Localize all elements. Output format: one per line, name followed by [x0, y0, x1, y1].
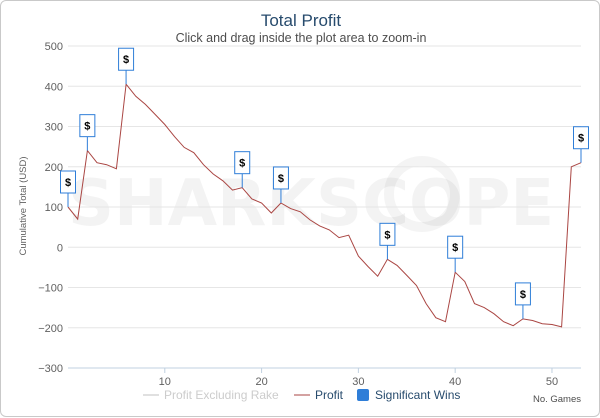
flag-box	[514, 282, 531, 306]
profit-series-line[interactable]	[67, 82, 582, 328]
x-tick-label: 40	[449, 376, 461, 388]
y-tick-label: 100	[45, 202, 63, 214]
flag-label: $	[65, 177, 71, 189]
y-axis-label: Cumulative Total (USD)	[18, 156, 29, 255]
significant-win-flag[interactable]: $	[514, 282, 531, 319]
legend-item-profit[interactable]: Profit	[294, 388, 344, 402]
legend-rake-label: Profit Excluding Rake	[164, 388, 279, 402]
flag-label: $	[84, 121, 90, 133]
significant-win-flag[interactable]: $	[234, 151, 251, 188]
significant-win-flag[interactable]: $	[447, 235, 464, 273]
y-tick-label: 200	[45, 162, 63, 174]
flag-label: $	[123, 54, 129, 66]
flag-label: $	[452, 242, 458, 254]
significant-win-flag[interactable]: $	[272, 166, 289, 203]
flag-box	[79, 114, 96, 138]
y-tick-label: −200	[38, 323, 63, 335]
flag-box	[447, 235, 464, 259]
y-tick-label: −100	[38, 283, 63, 295]
flag-box	[234, 151, 251, 175]
significant-win-flag[interactable]: $	[79, 114, 96, 151]
y-tick-label: 300	[45, 122, 63, 134]
significant-wins-flags: $ $ $ $ $ $ $ $ $	[60, 47, 589, 319]
x-tick-label: 50	[546, 376, 558, 388]
legend-significant-wins-icon	[357, 389, 369, 401]
flag-label: $	[578, 133, 584, 145]
legend-item-rake[interactable]: Profit Excluding Rake	[143, 388, 279, 402]
significant-win-flag[interactable]: $	[379, 222, 396, 260]
significant-win-flag[interactable]: $	[118, 47, 135, 85]
significant-win-flag[interactable]: $	[573, 126, 589, 163]
x-tick-label: 20	[255, 376, 267, 388]
flag-box	[573, 126, 589, 150]
y-tick-label: −300	[38, 363, 63, 375]
chart-title: Total Profit	[261, 11, 342, 30]
flag-label: $	[520, 289, 526, 301]
x-axis-label: No. Games	[533, 394, 581, 405]
y-tick-label: 500	[45, 41, 63, 53]
y-tick-label: 400	[45, 81, 63, 93]
legend-profit-label: Profit	[315, 388, 344, 402]
flag-label: $	[239, 158, 245, 170]
grid	[68, 45, 581, 369]
y-axis-ticks: −300 −200 −100 0 100 200 300 400 500	[38, 41, 63, 375]
significant-win-flag[interactable]: $	[60, 170, 76, 207]
x-axis-ticks: 10 20 30 40 50	[159, 368, 558, 388]
x-tick-label: 30	[352, 376, 364, 388]
flag-label: $	[278, 173, 284, 185]
flag-label: $	[384, 229, 390, 241]
legend-item-significant-wins[interactable]: Significant Wins	[357, 388, 460, 402]
legend-significant-wins-label: Significant Wins	[375, 388, 460, 402]
y-tick-label: 0	[57, 242, 63, 254]
watermark-scope-icon	[384, 156, 460, 232]
flag-box	[60, 170, 76, 194]
chart-subtitle: Click and drag inside the plot area to z…	[176, 31, 427, 45]
watermark-text: SHARKSCOPE	[68, 167, 554, 241]
legend: Profit Excluding Rake Profit Significant…	[143, 388, 460, 402]
flag-box	[272, 166, 289, 190]
x-tick-label: 10	[159, 376, 171, 388]
flag-box	[118, 47, 135, 71]
flag-box	[379, 222, 396, 246]
